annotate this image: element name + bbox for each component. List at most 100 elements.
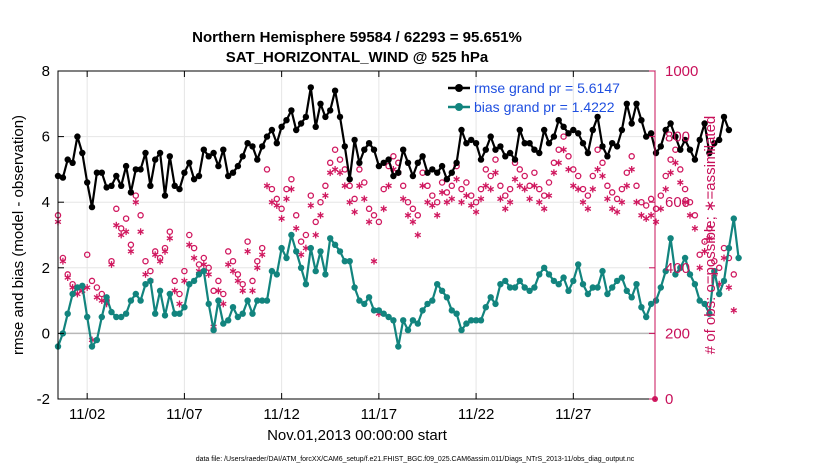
- rmse-point: [623, 100, 630, 108]
- possible-obs-point: [390, 153, 397, 160]
- bias-point: [711, 267, 718, 275]
- bias-point: [215, 297, 222, 304]
- possible-obs-point: [292, 212, 300, 219]
- y-tick-label: 8: [42, 63, 50, 80]
- rmse-point: [716, 136, 723, 144]
- bias-point: [351, 284, 358, 291]
- rmse-point: [74, 133, 81, 140]
- possible-obs-point: [132, 192, 140, 199]
- assimilated-obs-point: [497, 195, 504, 203]
- rmse-point: [234, 162, 242, 170]
- bias-point: [511, 284, 519, 291]
- bias-point: [166, 290, 173, 298]
- possible-obs-point: [565, 153, 572, 160]
- possible-obs-point: [681, 185, 689, 193]
- assimilated-obs-point: [273, 202, 281, 209]
- y-axis-label: rmse and bias (model - observation): [10, 115, 27, 355]
- possible-obs-point: [677, 166, 684, 173]
- assimilated-obs-point: [477, 195, 485, 203]
- possible-obs-point: [594, 146, 601, 153]
- possible-obs-point: [195, 261, 203, 268]
- assimilated-obs-point: [638, 211, 645, 219]
- assimilated-obs-point: [98, 297, 106, 305]
- possible-obs-point: [516, 166, 524, 173]
- rmse-point: [604, 153, 611, 160]
- assimilated-obs-point: [268, 198, 276, 206]
- possible-obs-point: [263, 166, 271, 173]
- assimilated-obs-point: [166, 234, 174, 242]
- possible-obs-point: [467, 192, 475, 199]
- rmse-point: [443, 176, 451, 183]
- bias-point: [69, 290, 76, 298]
- bias-point: [575, 261, 582, 268]
- bias-point: [64, 310, 71, 317]
- possible-obs-point: [239, 280, 246, 288]
- bias-point: [113, 313, 120, 321]
- assimilated-obs-point: [443, 198, 451, 206]
- rmse-point: [171, 182, 178, 189]
- assimilated-obs-point: [113, 221, 120, 229]
- bias-point: [526, 287, 533, 294]
- bias-point: [200, 267, 207, 275]
- bias-point: [297, 264, 305, 271]
- assimilated-obs-point: [492, 169, 499, 177]
- assimilated-obs-point: [579, 198, 587, 206]
- possible-obs-point: [142, 257, 149, 265]
- rmse-point: [584, 149, 592, 157]
- assimilated-obs-point: [467, 202, 475, 209]
- rmse-point: [229, 169, 237, 176]
- assimilated-obs-point: [521, 185, 528, 193]
- bias-point: [220, 320, 227, 327]
- rmse-point: [482, 146, 489, 153]
- possible-obs-point: [346, 182, 353, 190]
- possible-obs-point: [283, 185, 290, 193]
- rmse-point: [346, 176, 353, 183]
- bias-point: [365, 294, 373, 301]
- assimilated-obs-point: [59, 257, 67, 265]
- assimilated-obs-point: [263, 182, 271, 190]
- assimilated-obs-point: [331, 165, 339, 173]
- bias-point: [662, 267, 669, 275]
- assimilated-obs-point: [618, 198, 626, 206]
- rmse-point: [161, 192, 169, 199]
- bias-point: [190, 277, 198, 285]
- footnote: data file: /Users/raeder/DAI/ATM_forcXX/…: [196, 456, 635, 463]
- possible-obs-point: [356, 166, 363, 173]
- rmse-point: [434, 169, 441, 176]
- rmse-point: [497, 143, 504, 150]
- rmse-point: [200, 146, 207, 153]
- possible-obs-point: [278, 205, 285, 213]
- possible-obs-point: [200, 254, 208, 262]
- bias-point: [686, 271, 694, 278]
- rmse-point: [288, 107, 295, 114]
- assimilated-obs-point: [307, 202, 315, 209]
- rmse-point: [380, 159, 387, 166]
- assimilated-obs-point: [502, 205, 509, 213]
- rmse-point: [662, 126, 669, 134]
- possible-obs-point: [696, 251, 703, 258]
- possible-obs-point: [307, 192, 315, 199]
- legend-bias-marker: [455, 103, 463, 111]
- rmse-point: [205, 153, 212, 160]
- rmse-point: [492, 146, 499, 153]
- possible-obs-point: [361, 179, 368, 186]
- possible-obs-point: [176, 290, 183, 298]
- rmse-point: [487, 133, 494, 140]
- bias-point: [565, 287, 572, 294]
- possible-obs-point: [181, 267, 188, 275]
- rmse-point: [575, 130, 582, 137]
- y-right-tick-label: 800: [665, 129, 690, 146]
- assimilated-obs-point: [419, 182, 426, 190]
- assimilated-obs-point: [254, 264, 261, 272]
- bias-point: [599, 267, 606, 275]
- rmse-point: [147, 182, 154, 189]
- rmse-point: [88, 203, 96, 211]
- bias-point: [74, 284, 81, 291]
- bias-point: [225, 317, 232, 324]
- assimilated-obs-point: [409, 218, 417, 226]
- assimilated-obs-point: [560, 146, 567, 154]
- bias-point: [720, 277, 728, 285]
- assimilated-obs-point: [613, 208, 621, 216]
- possible-obs-point: [336, 156, 344, 163]
